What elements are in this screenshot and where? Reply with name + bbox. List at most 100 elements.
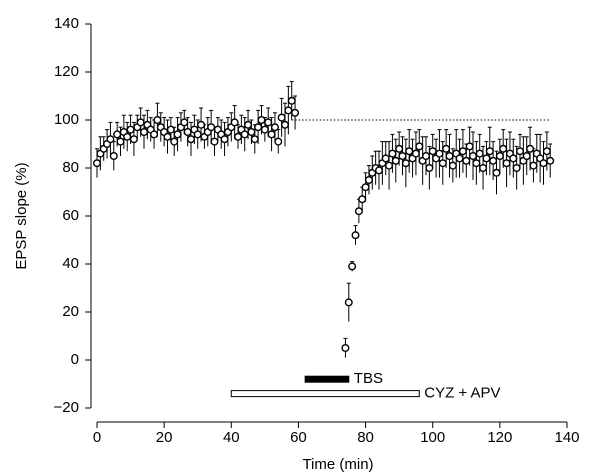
data-point — [344, 298, 353, 307]
data-point — [512, 163, 521, 172]
data-point — [385, 161, 394, 170]
data-point — [482, 154, 491, 163]
data-point — [495, 151, 504, 160]
data-point — [186, 135, 195, 144]
data-point — [455, 154, 464, 163]
x-tick-label: 120 — [487, 429, 512, 446]
data-point — [287, 96, 296, 105]
data-point — [257, 115, 266, 124]
data-point — [391, 156, 400, 165]
data-point — [207, 123, 216, 132]
treatment-label: TBS — [354, 370, 383, 387]
data-point — [526, 144, 535, 153]
data-point — [113, 130, 122, 139]
data-point — [411, 149, 420, 158]
x-tick-label: 60 — [290, 429, 307, 446]
data-point — [401, 159, 410, 168]
y-tick-label: 0 — [71, 351, 79, 368]
data-point — [415, 142, 424, 151]
data-point — [546, 156, 555, 165]
data-point — [509, 154, 518, 163]
data-point — [485, 147, 494, 156]
x-tick-label: 80 — [357, 429, 374, 446]
treatment-bar — [230, 390, 420, 398]
data-point — [529, 161, 538, 170]
data-point — [458, 147, 467, 156]
data-point — [425, 163, 434, 172]
y-tick-label: 100 — [54, 111, 79, 128]
data-point — [153, 115, 162, 124]
x-tick-label: 20 — [156, 429, 173, 446]
data-point — [435, 149, 444, 158]
data-point — [465, 142, 474, 151]
data-point — [170, 137, 179, 146]
data-point — [166, 125, 175, 134]
data-point — [438, 159, 447, 168]
data-point — [502, 159, 511, 168]
data-point — [442, 144, 451, 153]
data-point — [489, 156, 498, 165]
data-point — [291, 108, 300, 117]
data-point — [375, 166, 384, 175]
data-point — [445, 151, 454, 160]
data-point — [270, 123, 279, 132]
data-point — [210, 137, 219, 146]
y-tick-label: 40 — [62, 255, 79, 272]
data-point — [516, 147, 525, 156]
data-point — [358, 195, 367, 204]
data-point — [244, 120, 253, 129]
data-point — [233, 132, 242, 141]
y-tick-label: 80 — [62, 159, 79, 176]
data-point — [254, 123, 263, 132]
data-point — [136, 118, 145, 127]
data-point — [126, 125, 135, 134]
data-point — [92, 159, 101, 168]
data-point — [341, 344, 350, 353]
data-point — [428, 147, 437, 156]
treatment-bar — [304, 375, 350, 383]
data-point — [106, 135, 115, 144]
data-point — [492, 168, 501, 177]
data-point — [405, 147, 414, 156]
data-point — [469, 151, 478, 160]
data-point — [240, 130, 249, 139]
data-point — [361, 183, 370, 192]
data-point — [395, 144, 404, 153]
x-tick-label: 140 — [554, 429, 579, 446]
treatment-label: CYZ + APV — [424, 385, 500, 402]
data-point — [351, 231, 360, 240]
y-tick-label: 140 — [54, 15, 79, 32]
data-point — [250, 135, 259, 144]
data-point — [193, 130, 202, 139]
data-point — [422, 151, 431, 160]
data-point — [381, 154, 390, 163]
y-tick-label: −20 — [54, 399, 79, 416]
data-point — [348, 262, 357, 271]
data-point — [398, 151, 407, 160]
data-point — [281, 120, 290, 129]
data-point — [247, 127, 256, 136]
data-point — [284, 106, 293, 115]
data-point — [388, 149, 397, 158]
data-point — [267, 130, 276, 139]
data-point — [116, 137, 125, 146]
data-point — [539, 159, 548, 168]
data-point — [472, 159, 481, 168]
y-tick-label: 120 — [54, 63, 79, 80]
data-point — [448, 161, 457, 170]
data-point — [109, 151, 118, 160]
data-point — [230, 118, 239, 127]
y-axis-label: EPSP slope (%) — [13, 162, 30, 269]
data-point — [129, 135, 138, 144]
y-tick-label: 60 — [62, 207, 79, 224]
data-point — [150, 130, 159, 139]
x-tick-label: 100 — [420, 429, 445, 446]
data-point — [277, 113, 286, 122]
data-point — [173, 130, 182, 139]
data-point — [139, 127, 148, 136]
data-point — [462, 156, 471, 165]
data-point — [260, 125, 269, 134]
data-point — [274, 137, 283, 146]
data-point — [123, 132, 132, 141]
